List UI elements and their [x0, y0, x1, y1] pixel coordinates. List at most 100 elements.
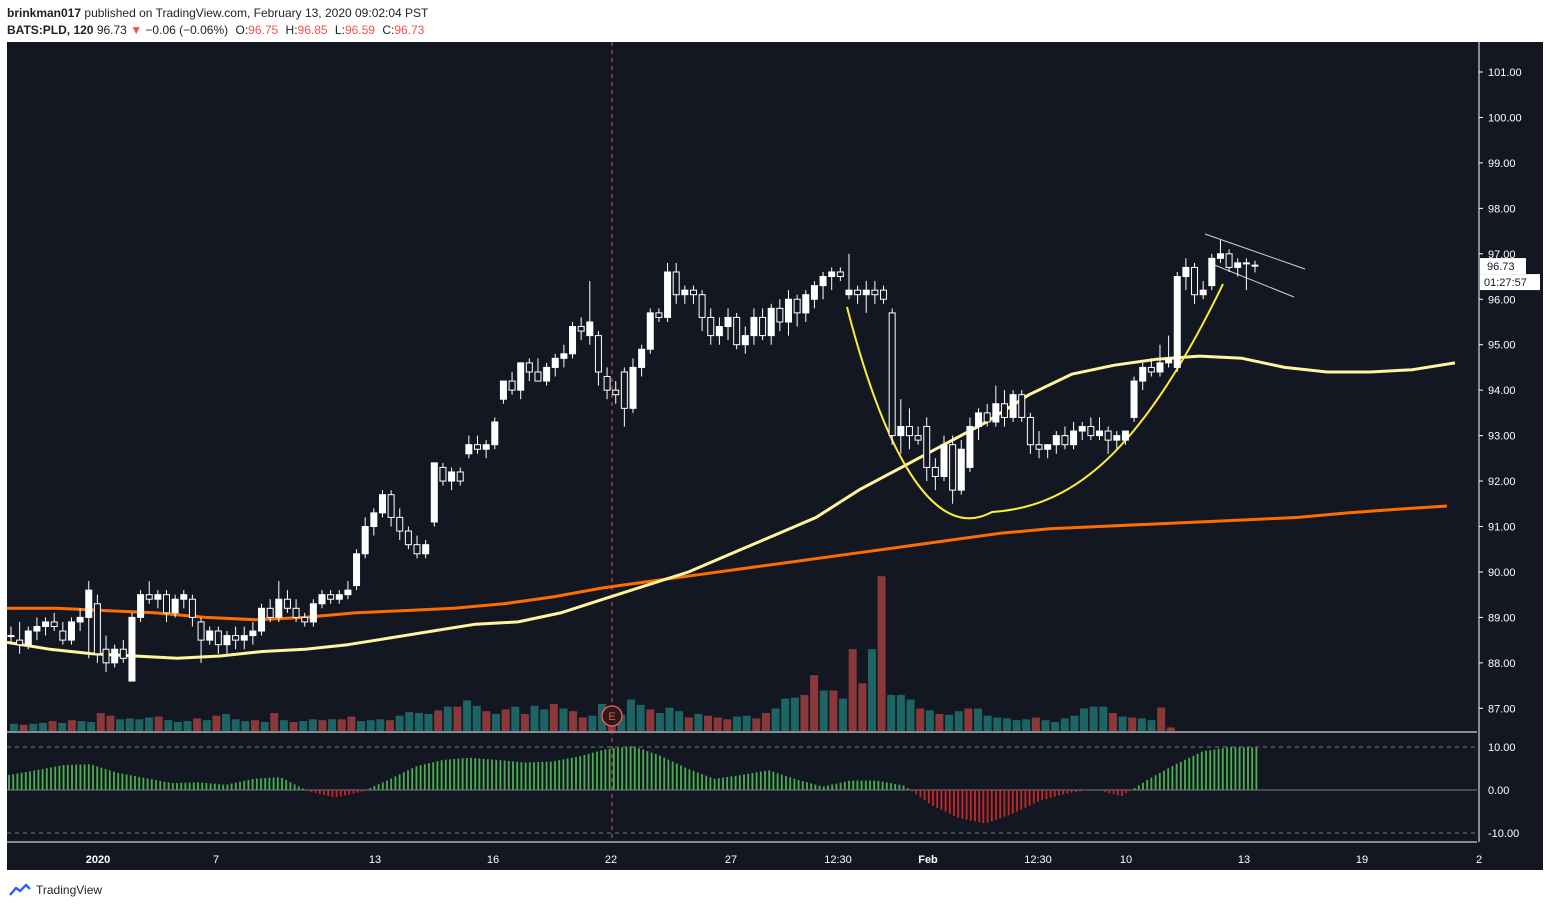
- candle-body[interactable]: [733, 316, 741, 346]
- candle-body[interactable]: [854, 289, 862, 296]
- candle-body[interactable]: [664, 271, 672, 318]
- candle-body[interactable]: [1156, 362, 1164, 373]
- candle-body[interactable]: [430, 462, 438, 523]
- candle-body[interactable]: [1199, 289, 1207, 296]
- candle-body[interactable]: [7, 635, 15, 638]
- candle-body[interactable]: [1096, 430, 1103, 437]
- candle-body[interactable]: [85, 589, 93, 618]
- candle-body[interactable]: [793, 298, 801, 314]
- candle-body[interactable]: [33, 625, 41, 632]
- candle-body[interactable]: [422, 544, 430, 555]
- candle-body[interactable]: [508, 380, 516, 391]
- candle-body[interactable]: [24, 630, 32, 646]
- candle-body[interactable]: [1147, 366, 1155, 373]
- candle-body[interactable]: [1000, 403, 1008, 418]
- candle-body[interactable]: [163, 594, 170, 614]
- candle-body[interactable]: [888, 312, 896, 437]
- author-name[interactable]: brinkman017: [7, 6, 82, 20]
- candle-body[interactable]: [180, 594, 188, 600]
- candle-body[interactable]: [577, 326, 585, 332]
- candle-body[interactable]: [439, 466, 447, 482]
- candle-body[interactable]: [50, 621, 58, 627]
- candle-body[interactable]: [975, 412, 983, 428]
- candle-body[interactable]: [1234, 262, 1242, 268]
- candle-body[interactable]: [1044, 444, 1052, 450]
- candle-body[interactable]: [1026, 416, 1034, 446]
- candle-body[interactable]: [785, 298, 792, 323]
- candle-body[interactable]: [309, 603, 317, 623]
- candle-body[interactable]: [905, 426, 913, 437]
- candle-body[interactable]: [1113, 435, 1121, 441]
- candle-body[interactable]: [1018, 394, 1026, 418]
- candle-body[interactable]: [387, 494, 395, 518]
- candle-body[interactable]: [646, 312, 654, 350]
- candle-body[interactable]: [914, 435, 922, 441]
- candle-body[interactable]: [1052, 435, 1060, 446]
- candle-body[interactable]: [171, 598, 179, 614]
- candle-body[interactable]: [707, 316, 715, 337]
- candle-body[interactable]: [491, 421, 499, 446]
- candle-body[interactable]: [672, 271, 680, 296]
- candle-body[interactable]: [594, 335, 602, 373]
- candle-body[interactable]: [612, 389, 620, 396]
- candle-body[interactable]: [931, 466, 939, 478]
- candle-body[interactable]: [361, 526, 369, 555]
- candle-body[interactable]: [327, 594, 335, 600]
- cup-curve-drawing[interactable]: [846, 283, 1224, 519]
- channel-lower-line[interactable]: [1211, 263, 1295, 298]
- candle-body[interactable]: [413, 544, 421, 555]
- candle-body[interactable]: [1208, 257, 1216, 287]
- candle-body[interactable]: [1121, 430, 1129, 441]
- candle-body[interactable]: [188, 598, 196, 618]
- symbol-label[interactable]: BATS:PLD, 120: [7, 23, 94, 37]
- candle-body[interactable]: [551, 357, 559, 368]
- candle-body[interactable]: [223, 635, 231, 646]
- candle-body[interactable]: [258, 607, 266, 632]
- candle-body[interactable]: [819, 276, 827, 287]
- candle-body[interactable]: [949, 444, 957, 491]
- candle-body[interactable]: [940, 444, 948, 478]
- candle-body[interactable]: [465, 444, 473, 455]
- channel-upper-line[interactable]: [1204, 233, 1306, 270]
- candle-body[interactable]: [154, 594, 162, 600]
- candle-body[interactable]: [776, 307, 784, 323]
- candle-body[interactable]: [1191, 266, 1199, 296]
- candle-body[interactable]: [1130, 380, 1138, 418]
- candle-body[interactable]: [897, 426, 905, 437]
- candle-body[interactable]: [845, 289, 853, 296]
- candle-body[interactable]: [1087, 426, 1095, 437]
- candle-body[interactable]: [1182, 266, 1190, 278]
- candle-body[interactable]: [992, 403, 1000, 423]
- candle-body[interactable]: [119, 648, 127, 659]
- candle-body[interactable]: [197, 621, 205, 641]
- candle-body[interactable]: [67, 621, 75, 641]
- candle-body[interactable]: [836, 271, 844, 278]
- candle-body[interactable]: [983, 412, 991, 423]
- candle-body[interactable]: [16, 639, 24, 646]
- candle-body[interactable]: [715, 326, 723, 337]
- candle-body[interactable]: [448, 471, 456, 482]
- candle-body[interactable]: [1225, 253, 1233, 268]
- candle-body[interactable]: [1035, 444, 1043, 450]
- candle-body[interactable]: [145, 594, 153, 600]
- candle-body[interactable]: [638, 348, 646, 368]
- candle-body[interactable]: [232, 635, 240, 641]
- candle-body[interactable]: [1078, 426, 1086, 432]
- candle-body[interactable]: [1061, 435, 1069, 446]
- candle-body[interactable]: [802, 294, 810, 314]
- candle-body[interactable]: [240, 635, 248, 641]
- candle-body[interactable]: [404, 530, 412, 546]
- candle-body[interactable]: [689, 289, 697, 296]
- candle-body[interactable]: [214, 630, 222, 646]
- candle-body[interactable]: [543, 366, 551, 382]
- candle-body[interactable]: [525, 362, 533, 373]
- candle-body[interactable]: [1251, 264, 1259, 267]
- candle-body[interactable]: [966, 426, 974, 468]
- candle-body[interactable]: [59, 630, 67, 641]
- chart-canvas[interactable]: 101.00100.0099.0098.0097.0096.0095.0094.…: [7, 42, 1543, 870]
- candle-body[interactable]: [620, 371, 628, 409]
- candle-body[interactable]: [301, 616, 309, 623]
- candle-body[interactable]: [698, 294, 706, 318]
- candle-body[interactable]: [586, 321, 594, 337]
- candle-body[interactable]: [76, 616, 84, 623]
